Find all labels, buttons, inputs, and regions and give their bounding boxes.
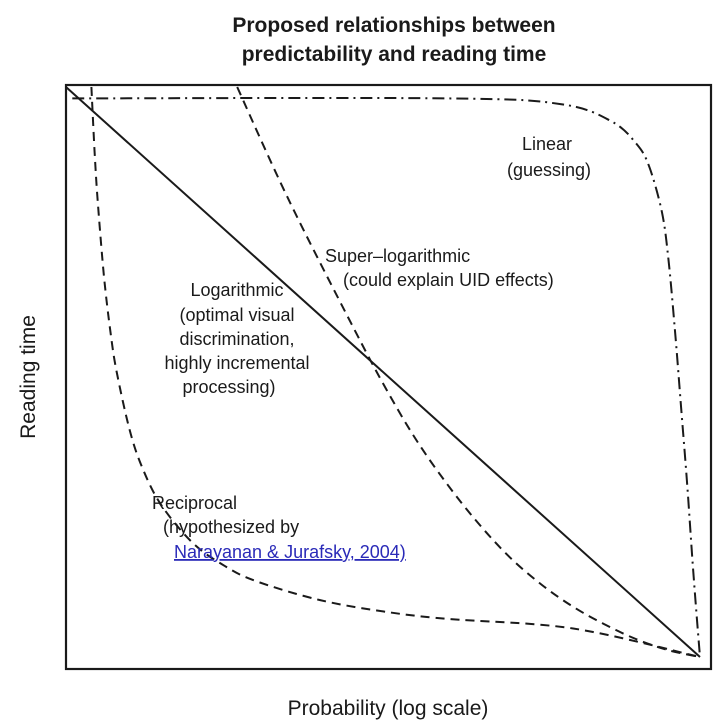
- annotation-logarithmic-line-5: processing): [182, 377, 275, 397]
- x-axis-label: Probability (log scale): [288, 697, 489, 720]
- chart-title-line-2: predictability and reading time: [242, 43, 547, 66]
- annotation-linear: Linear (guessing): [507, 134, 591, 180]
- annotation-logarithmic-line-2: (optimal visual: [179, 305, 294, 325]
- curves-group: [65, 86, 701, 658]
- chart-title-line-1: Proposed relationships between: [232, 14, 555, 37]
- series-line-logarithmic: [65, 86, 701, 658]
- annotation-logarithmic: Logarithmic (optimal visual discriminati…: [164, 280, 309, 397]
- annotation-super-logarithmic-line-2: (could explain UID effects): [343, 270, 554, 290]
- series-line-linear: [72, 96, 701, 658]
- annotation-super-logarithmic-line-1: Super–logarithmic: [325, 246, 470, 266]
- y-axis-label: Reading time: [17, 315, 40, 439]
- annotation-reciprocal-line-1: Reciprocal: [152, 493, 237, 513]
- annotation-linear-line-2: (guessing): [507, 160, 591, 180]
- annotation-reciprocal: Reciprocal (hypothesized by Narayanan & …: [152, 493, 406, 562]
- annotation-reciprocal-line-2: (hypothesized by: [163, 517, 299, 537]
- series-line-super-logarithmic: [236, 86, 701, 658]
- plot-frame: [64, 83, 713, 671]
- annotation-linear-line-1: Linear: [522, 134, 572, 154]
- annotation-logarithmic-line-3: discrimination,: [179, 329, 294, 349]
- annotation-logarithmic-line-4: highly incremental: [164, 353, 309, 373]
- citation-link[interactable]: Narayanan & Jurafsky, 2004): [174, 542, 406, 562]
- annotation-logarithmic-line-1: Logarithmic: [190, 280, 283, 300]
- annotation-super-logarithmic: Super–logarithmic (could explain UID eff…: [325, 246, 554, 290]
